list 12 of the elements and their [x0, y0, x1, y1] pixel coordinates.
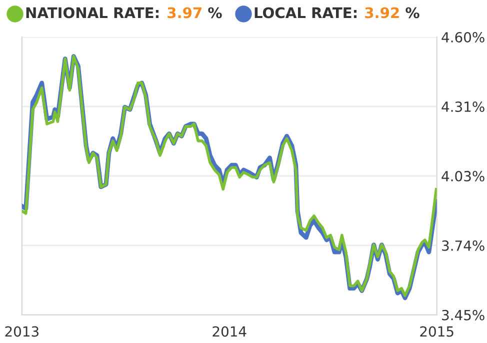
y-tick-label: 4.60%: [442, 32, 484, 43]
text: 3.92 %: [365, 7, 420, 18]
x-tick-label: 2013: [5, 326, 38, 337]
legend-label: LOCAL RATE:: [254, 7, 357, 18]
x-tick-label: 2014: [212, 326, 246, 337]
x-tick-label: 2015: [420, 326, 454, 337]
y-tick-label: 4.03%: [442, 170, 484, 182]
y-tick-label: 3.74%: [442, 240, 484, 251]
y-tick-label: 3.45%: [442, 310, 484, 320]
legend-label: NATIONAL RATE:: [26, 7, 158, 18]
y-tick-label: 4.31%: [442, 101, 484, 112]
text: 3.97 %: [168, 7, 222, 18]
